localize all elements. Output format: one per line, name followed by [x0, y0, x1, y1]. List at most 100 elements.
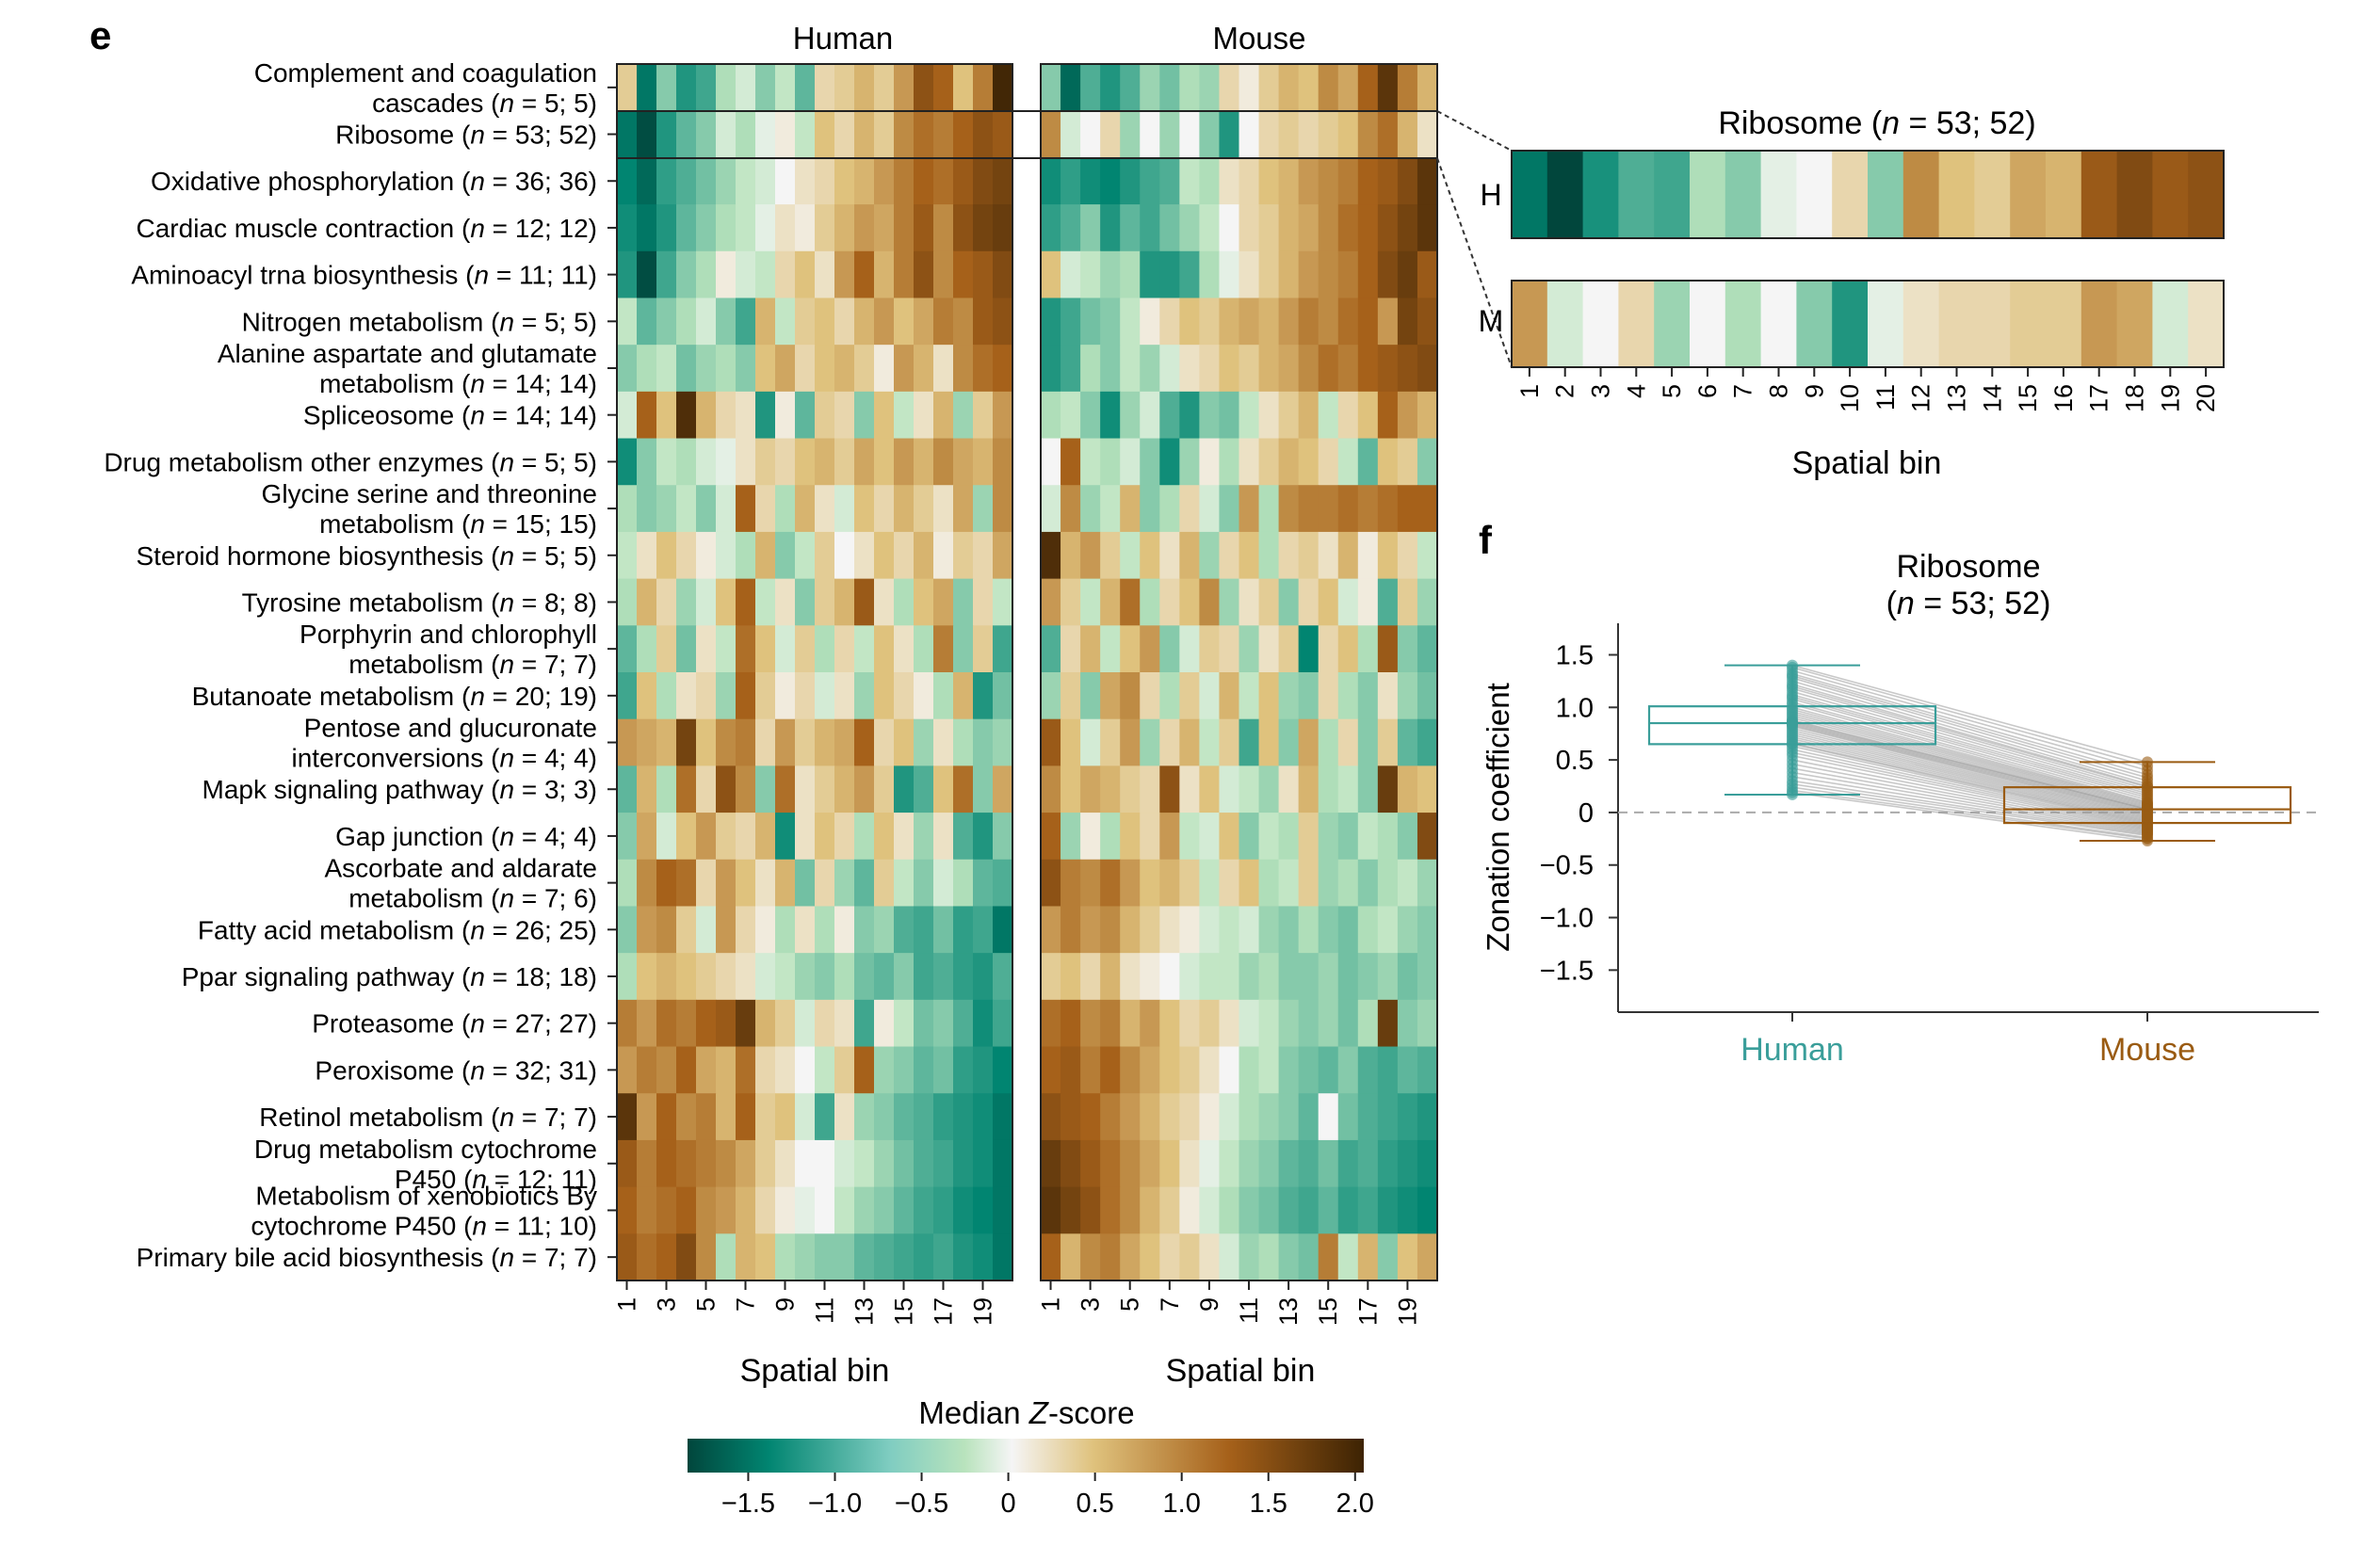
human-cell	[854, 813, 875, 861]
human-cell	[854, 906, 875, 954]
mouse-cell	[1060, 1093, 1081, 1141]
paired-line	[1791, 732, 2148, 819]
human-cell	[637, 110, 657, 158]
human-cell	[953, 391, 974, 440]
mouse-cell	[1219, 1093, 1240, 1141]
mouse-category-label: Mouse	[2099, 1032, 2195, 1068]
human-cell	[834, 485, 855, 533]
mouse-cell	[1140, 204, 1160, 252]
row-label: Complement and coagulation	[254, 58, 597, 88]
zoom-human-cell	[1654, 151, 1691, 238]
mouse-cell	[1179, 1093, 1200, 1141]
mouse-cell	[1219, 345, 1240, 393]
paired-line	[1791, 664, 2148, 764]
zoom-x-tick-label: 11	[1871, 384, 1900, 411]
human-cell	[736, 531, 756, 580]
mouse-cell	[1179, 813, 1200, 861]
mouse-cell	[1041, 718, 1061, 766]
panel-e-label: e	[89, 13, 111, 57]
mouse-cell	[1377, 625, 1399, 673]
human-cell	[854, 298, 875, 346]
mouse-cell	[1140, 672, 1160, 720]
paired-lines	[1791, 664, 2148, 842]
mouse-cell	[1041, 1186, 1061, 1234]
mouse-cell	[1258, 391, 1280, 440]
human-cell	[854, 999, 875, 1048]
human-cell	[815, 906, 835, 954]
human-x-tick-label: 3	[653, 1297, 681, 1312]
mouse-cell	[1417, 999, 1438, 1048]
paired-line	[1791, 696, 2148, 797]
mouse-cell	[1159, 345, 1180, 393]
mouse-cell	[1080, 345, 1101, 393]
mouse-cell	[1318, 250, 1339, 299]
human-cell	[874, 531, 895, 580]
row-label: Cardiac muscle contraction (n = 12; 12)	[137, 214, 597, 243]
mouse-cell	[1159, 999, 1180, 1048]
mouse-cell	[1377, 531, 1399, 580]
mouse-cell	[1179, 298, 1200, 346]
human-cell	[637, 1139, 657, 1188]
human-cell	[716, 1093, 737, 1141]
mouse-cell	[1140, 391, 1160, 440]
mouse-cell	[1258, 859, 1280, 908]
mouse-cell	[1377, 157, 1399, 205]
human-cell	[755, 1186, 776, 1234]
mouse-cell	[1318, 859, 1339, 908]
paired-line	[1791, 780, 2148, 836]
mouse-cell	[1337, 859, 1359, 908]
mouse-cell	[1258, 765, 1280, 813]
human-cell	[973, 204, 994, 252]
mouse-cell	[1080, 999, 1101, 1048]
human-cell	[953, 1139, 974, 1188]
human-cell	[656, 1046, 677, 1094]
ribosome-highlight	[616, 110, 1513, 368]
mouse-cell	[1298, 157, 1320, 205]
human-cell	[894, 438, 915, 486]
human-cell	[953, 625, 974, 673]
mouse-cell	[1159, 204, 1180, 252]
human-cell	[933, 1186, 954, 1234]
human-cell	[795, 813, 816, 861]
human-cell	[656, 531, 677, 580]
human-cell	[933, 813, 954, 861]
row-label: Metabolism of xenobiotics By	[255, 1181, 597, 1210]
human-cell	[755, 859, 776, 908]
colorbar-title: Median Z-score	[918, 1395, 1134, 1430]
human-cell	[953, 157, 974, 205]
paired-line	[1791, 694, 2148, 795]
mouse-cell	[1397, 999, 1418, 1048]
human-cell	[854, 1139, 875, 1188]
row-label: Butanoate metabolism (n = 20; 19)	[192, 682, 597, 711]
human-cell	[696, 298, 717, 346]
mouse-cell	[1199, 438, 1221, 486]
human-cell	[736, 859, 756, 908]
mouse-cell	[1140, 64, 1160, 112]
paired-line	[1791, 727, 2148, 817]
mouse-cell	[1120, 999, 1141, 1048]
mouse-cell	[1397, 204, 1418, 252]
human-cell	[775, 485, 796, 533]
mouse-cell	[1041, 485, 1061, 533]
paired-line	[1791, 759, 2148, 830]
human-cell	[894, 906, 915, 954]
mouse-x-tick-label: 11	[1235, 1297, 1263, 1324]
human-cell	[637, 204, 657, 252]
mouse-cell	[1100, 110, 1121, 158]
human-cell	[874, 718, 895, 766]
human-cell	[676, 345, 697, 393]
human-cell	[795, 110, 816, 158]
mouse-cell	[1337, 110, 1359, 158]
human-cell	[637, 1046, 657, 1094]
mouse-cell	[1140, 718, 1160, 766]
mouse-cell	[1337, 157, 1359, 205]
human-cell	[993, 953, 1013, 1001]
human-cell	[795, 1046, 816, 1094]
human-point	[1787, 788, 1798, 800]
paired-line	[1791, 690, 2148, 793]
mouse-cell	[1397, 625, 1418, 673]
human-cell	[676, 438, 697, 486]
human-cell	[617, 485, 638, 533]
human-cell	[914, 859, 934, 908]
mouse-cell	[1140, 953, 1160, 1001]
